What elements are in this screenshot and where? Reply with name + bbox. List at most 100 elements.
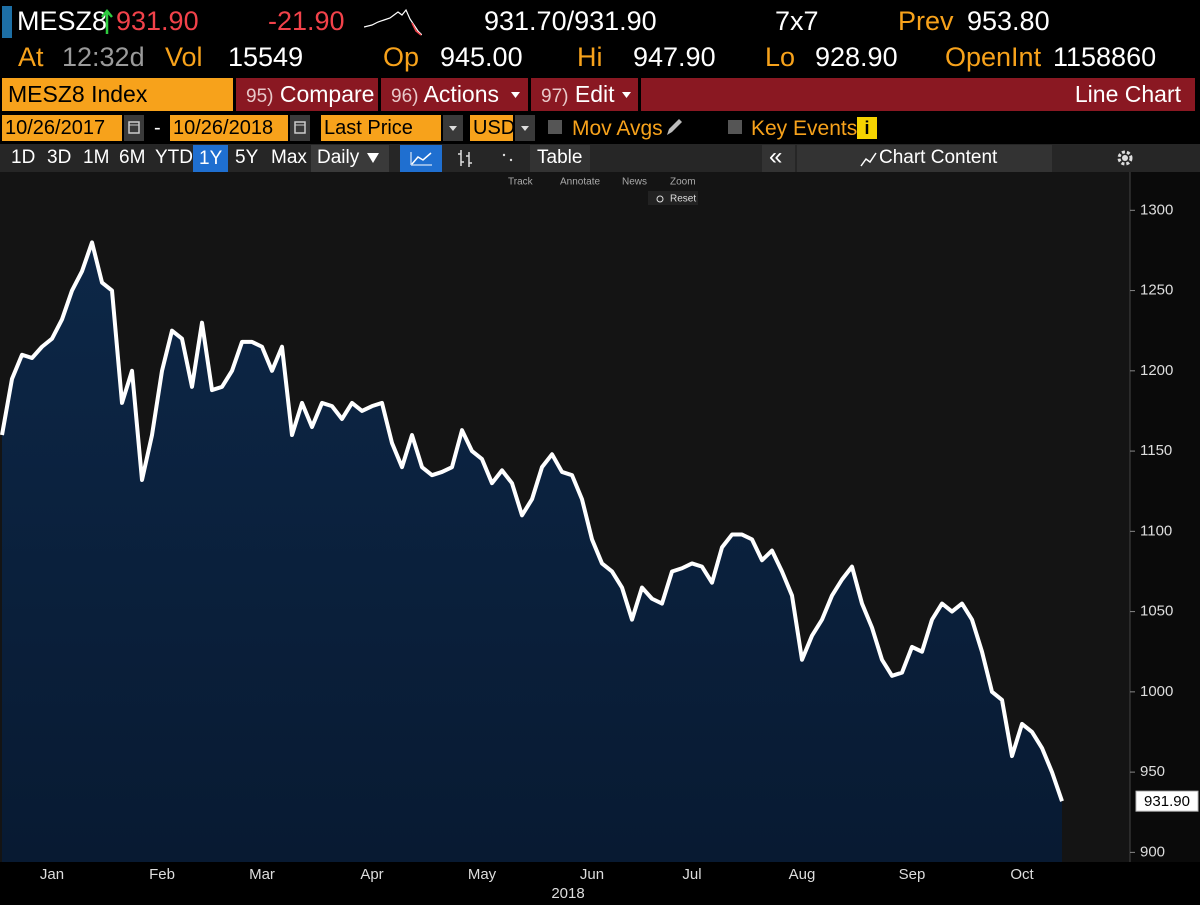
actions-button[interactable]: 96) Actions — [381, 78, 528, 111]
calendar-icon[interactable] — [124, 115, 144, 141]
range-button[interactable]: 1Y — [193, 145, 229, 172]
frequency-select[interactable] — [311, 145, 389, 172]
button-label: Edit — [574, 81, 615, 107]
collapse-label[interactable]: « — [769, 143, 783, 170]
y-tick-label: 1250 — [1140, 282, 1173, 299]
y-tick-label: 1100 — [1140, 522, 1172, 539]
checkbox[interactable] — [728, 120, 742, 134]
x-tick-label: Aug — [789, 866, 816, 883]
calendar-icon[interactable] — [290, 115, 310, 141]
open-int-label: OpenInt — [945, 42, 1042, 72]
range-button[interactable]: YTD — [155, 147, 193, 168]
open-value: 945.00 — [440, 42, 523, 72]
x-tick-label: Jun — [580, 866, 604, 883]
start-date[interactable]: 10/26/2017 — [2, 115, 122, 141]
open-label: Op — [383, 42, 420, 72]
time-label: At — [18, 42, 44, 72]
button-number: 96) — [391, 86, 419, 107]
compare-button[interactable]: 95) Compare — [236, 78, 378, 111]
range-button[interactable]: Max — [271, 147, 307, 168]
last-price: 931.90 — [116, 6, 199, 36]
settings-icon[interactable] — [1116, 149, 1134, 167]
info-icon[interactable]: i — [857, 117, 877, 139]
y-tick-label: 1300 — [1140, 201, 1173, 218]
chart-name: Line Chart — [1074, 81, 1181, 107]
x-tick-label: Feb — [149, 866, 175, 883]
reset-icon — [656, 195, 664, 203]
chart: Track Annotate News Zoom Reset 900 950 1000 1050… — [0, 172, 1200, 905]
chart-content-label[interactable]: Chart Content — [879, 147, 998, 168]
reset-label: Reset — [670, 194, 696, 205]
date-separator: - — [154, 117, 161, 139]
chart-tool[interactable]: Zoom — [670, 177, 696, 188]
high-value: 947.90 — [633, 42, 716, 72]
last-price-label: 931.90 — [1144, 793, 1190, 810]
open-int-value: 1158860 — [1053, 42, 1157, 72]
axis-strip — [0, 862, 1200, 905]
high-label: Hi — [577, 42, 603, 72]
pencil-icon[interactable] — [664, 116, 684, 138]
checkbox[interactable] — [548, 120, 562, 134]
end-date[interactable]: 10/26/2018 — [170, 115, 288, 141]
x-tick-label: May — [468, 866, 497, 883]
time-value: 12:32d — [62, 42, 145, 72]
x-tick-label: Jan — [40, 866, 64, 883]
prev-label: Prev — [898, 6, 954, 36]
net-change: -21.90 — [268, 6, 345, 36]
vol-value: 15549 — [228, 42, 304, 72]
price-line — [0, 240, 1064, 802]
scatter-tool[interactable] — [498, 147, 518, 169]
button-label: Compare — [279, 81, 375, 107]
dropdown-arrow[interactable] — [515, 115, 535, 141]
axis-panel — [1130, 172, 1200, 862]
ticker: MESZ8 — [17, 6, 108, 36]
table-button[interactable] — [530, 145, 590, 172]
mov-avgs-label[interactable]: Mov Avgs — [572, 117, 663, 140]
up-arrow — [101, 9, 113, 34]
range-button[interactable]: 3D — [47, 147, 72, 168]
dropdown-arrow — [622, 92, 631, 98]
last-price-tag — [1135, 790, 1199, 812]
y-tick-label: 1150 — [1140, 442, 1172, 459]
x-tick-label: Oct — [1010, 866, 1034, 883]
chart-name-bar: Line Chart — [641, 78, 1195, 111]
button-number: 95) — [246, 86, 274, 107]
dropdown-arrow — [511, 92, 520, 98]
y-tick-label: 900 — [1140, 843, 1165, 860]
sparkline-icon — [364, 8, 422, 36]
x-axis-label: 2018 — [551, 885, 584, 902]
button-label: Actions — [423, 81, 500, 107]
chart-tool[interactable]: Track — [508, 177, 534, 188]
y-tick-label: 1200 — [1140, 362, 1173, 379]
chart-content-icon — [860, 152, 877, 167]
line-chart-tool[interactable] — [400, 145, 442, 172]
bid-ask: 931.70/931.90 — [484, 6, 657, 36]
x-tick-label: Mar — [249, 866, 275, 883]
area-fill — [2, 242, 1062, 862]
currency-select[interactable]: USD — [470, 115, 515, 141]
button-number: 97) — [541, 86, 569, 107]
chart-tool[interactable]: Annotate — [560, 177, 600, 188]
key-events-label[interactable]: Key Events — [751, 117, 858, 140]
security-field[interactable]: MESZ8 Index — [2, 78, 233, 111]
x-tick-label: Sep — [899, 866, 926, 883]
vol-label: Vol — [165, 42, 203, 72]
collapse-button[interactable] — [762, 145, 795, 172]
low-label: Lo — [765, 42, 796, 72]
dropdown-arrow[interactable] — [443, 115, 463, 141]
range-button[interactable]: 1M — [83, 147, 110, 168]
chart-content-button[interactable] — [797, 145, 1052, 172]
range-button[interactable]: 5Y — [235, 147, 259, 168]
table-label[interactable]: Table — [537, 147, 583, 168]
field-select[interactable]: Last Price — [321, 115, 441, 141]
range-button[interactable]: 6M — [119, 147, 146, 168]
y-tick-label: 950 — [1140, 763, 1165, 780]
frequency[interactable]: Daily — [317, 147, 360, 168]
ohlc-tool[interactable] — [455, 147, 475, 169]
dropdown-arrow — [367, 153, 379, 163]
edit-button[interactable]: 97) Edit — [531, 78, 638, 111]
chart-tool[interactable]: News — [622, 177, 647, 188]
prev-value: 953.80 — [967, 6, 1050, 36]
range-button[interactable]: 1D — [11, 147, 36, 168]
